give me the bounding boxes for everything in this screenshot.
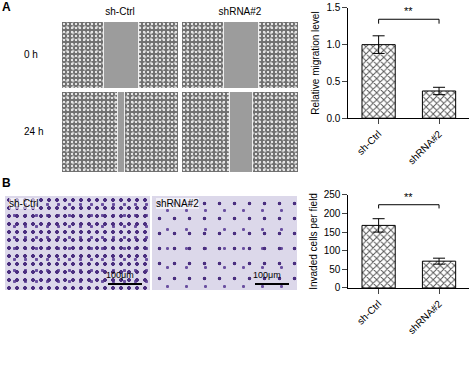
html-text:sh-Ctrl: sh-Ctrl: [9, 198, 39, 209]
svg-text:shRNA#2: shRNA#2: [406, 128, 444, 166]
html-text:0 h: 0 h: [24, 49, 38, 60]
svg-text:0: 0: [335, 282, 341, 293]
svg-text:100: 100: [324, 245, 341, 256]
svg-text:Relative migration level: Relative migration level: [310, 11, 321, 114]
svg-text:1.5: 1.5: [326, 2, 340, 13]
svg-text:150: 150: [324, 227, 341, 238]
html-text:B: B: [2, 176, 11, 190]
svg-text:250: 250: [324, 189, 341, 200]
html-text:100μm: 100μm: [253, 270, 281, 280]
svg-text:**: **: [404, 5, 413, 17]
html-text:100μm: 100μm: [106, 270, 134, 280]
svg-text:Invaded cells per field: Invaded cells per field: [308, 193, 319, 290]
html-text:shRNA#2: shRNA#2: [156, 198, 199, 209]
svg-text:0.0: 0.0: [326, 113, 340, 124]
html-text:sh-Ctrl: sh-Ctrl: [105, 6, 135, 17]
svg-text:0.5: 0.5: [326, 76, 340, 87]
svg-text:1.0: 1.0: [326, 39, 340, 50]
html-text:A: A: [2, 0, 11, 14]
svg-text:200: 200: [324, 208, 341, 219]
svg-text:50: 50: [329, 264, 341, 275]
svg-text:sh-Ctrl: sh-Ctrl: [355, 298, 384, 327]
svg-text:**: **: [404, 191, 413, 203]
svg-text:shRNA#2: shRNA#2: [406, 298, 444, 336]
html-text:24 h: 24 h: [24, 126, 44, 137]
svg-text:sh-Ctrl: sh-Ctrl: [355, 128, 384, 157]
html-text:shRNA#2: shRNA#2: [218, 6, 262, 17]
